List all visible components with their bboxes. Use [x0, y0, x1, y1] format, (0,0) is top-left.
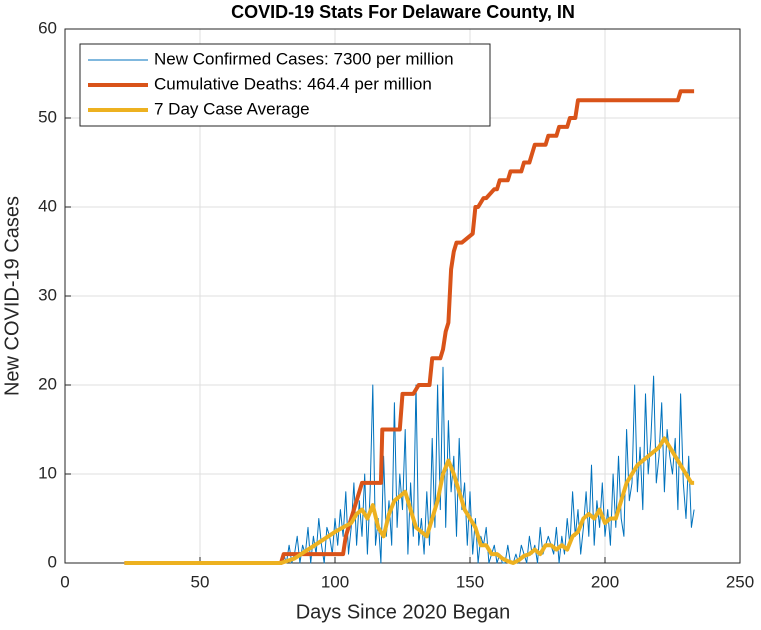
y-tick-label: 50: [38, 107, 57, 126]
y-tick-label: 40: [38, 196, 57, 215]
x-tick-label: 0: [60, 572, 69, 591]
x-tick-label: 150: [456, 572, 484, 591]
data-line: [124, 89, 695, 565]
y-tick-label: 20: [38, 374, 57, 393]
data-line: [124, 366, 695, 564]
chart-title: COVID-19 Stats For Delaware County, IN: [231, 2, 575, 22]
x-tick-label: 200: [591, 572, 619, 591]
axes-box: [64, 28, 741, 564]
legend: New Confirmed Cases: 7300 per million Cum…: [79, 43, 491, 127]
legend-label: Cumulative Deaths: 464.4 per million: [154, 74, 432, 93]
y-tick-label: 60: [38, 18, 57, 37]
data-line: [124, 436, 695, 565]
legend-label: 7 Day Case Average: [154, 99, 310, 118]
x-axis-label: Days Since 2020 Began: [296, 601, 511, 623]
legend-label: New Confirmed Cases: 7300 per million: [154, 49, 454, 68]
y-axis-label: New COVID-19 Cases: [1, 196, 23, 396]
legend-box: [79, 43, 491, 127]
y-tick-label: 0: [48, 552, 57, 571]
x-tick-label: 100: [321, 572, 349, 591]
y-tick-label: 10: [38, 463, 57, 482]
x-tick-label: 250: [726, 572, 754, 591]
x-tick-label: 50: [191, 572, 210, 591]
y-tick-label: 30: [38, 285, 57, 304]
